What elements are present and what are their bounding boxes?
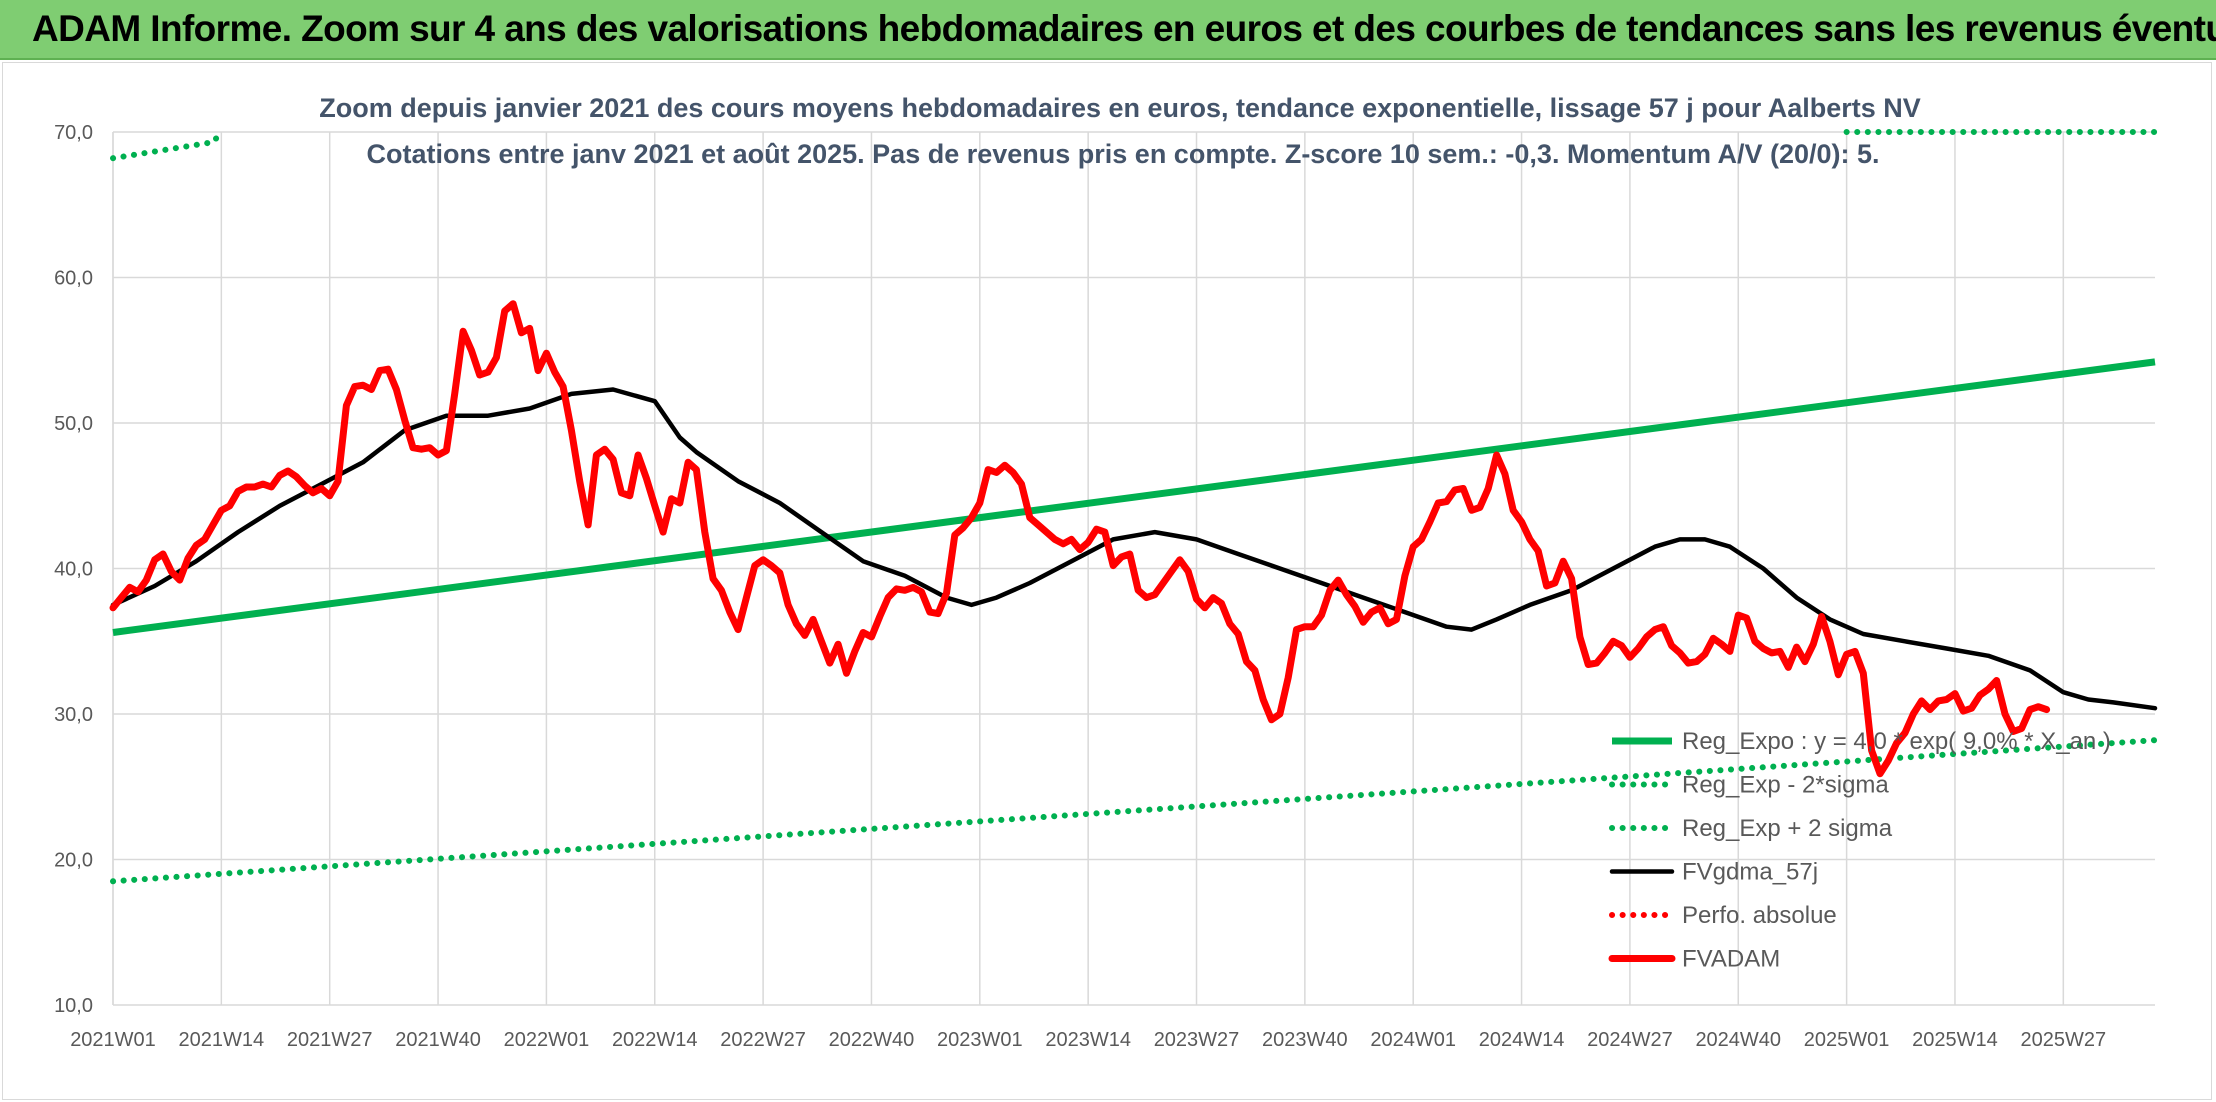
y-tick-label: 20,0 [54,850,93,872]
y-tick-label: 70,0 [54,122,93,144]
legend-label: Reg_Expo : y = 4,0 * exp( 9,0% * X_an ) [1682,728,2111,755]
series-line-3 [110,387,2158,711]
y-tick-label: 40,0 [54,559,93,581]
y-axis: 10,0 20,0 30,0 40,0 50,0 60,0 70,0 [54,122,93,1017]
x-tick-label: 2023W01 [937,1029,1023,1051]
chart-legend: Reg_Expo : y = 4,0 * exp( 9,0% * X_an ) R… [1608,728,2111,973]
legend-label: Reg_Exp - 2*sigma [1682,772,1889,799]
x-tick-label: 2021W14 [179,1029,265,1051]
x-tick-label: 2025W01 [1804,1029,1890,1051]
x-tick-label: 2022W40 [829,1029,915,1051]
y-tick-label: 10,0 [54,995,93,1017]
chart-series [109,129,2158,885]
legend-label: Perfo. absolue [1682,902,1837,929]
x-tick-label: 2024W14 [1479,1029,1565,1051]
y-tick-label: 60,0 [54,268,93,290]
legend-label: FVADAM [1682,946,1780,973]
x-tick-label: 2021W01 [70,1029,156,1051]
x-tick-label: 2023W27 [1154,1029,1240,1051]
chart-title-block: Zoom depuis janvier 2021 des cours moyen… [319,93,1921,169]
x-tick-label: 2024W27 [1587,1029,1673,1051]
x-axis: 2021W01 2021W14 2021W27 2021W40 2022W01 2022W… [70,1029,2106,1051]
series-line-1 [110,737,2158,885]
chart-subtitle: Cotations entre janv 2021 et août 2025. … [366,139,1879,169]
x-tick-label: 2022W01 [504,1029,590,1051]
x-tick-label: 2025W14 [1912,1029,1998,1051]
x-tick-label: 2023W40 [1262,1029,1348,1051]
chart-title: Zoom depuis janvier 2021 des cours moyen… [319,93,1921,123]
page-title: ADAM Informe. Zoom sur 4 ans des valoris… [32,8,2216,49]
series-line-0 [112,358,2156,636]
page-banner: ADAM Informe. Zoom sur 4 ans des valoris… [0,0,2216,60]
legend-label: FVgdma_57j [1682,859,1818,886]
x-tick-label: 2022W27 [720,1029,806,1051]
x-tick-label: 2023W14 [1045,1029,1131,1051]
legend-label: Reg_Exp + 2 sigma [1682,815,1893,842]
x-tick-label: 2024W01 [1370,1029,1456,1051]
series-line-2 [110,129,225,162]
series-line-5 [109,300,2051,778]
chart-frame [2,62,2212,1100]
x-tick-label: 2021W27 [287,1029,373,1051]
x-tick-label: 2025W27 [2021,1029,2107,1051]
x-tick-label: 2022W14 [612,1029,698,1051]
x-tick-label: 2024W40 [1695,1029,1781,1051]
y-tick-label: 30,0 [54,704,93,726]
x-tick-label: 2021W40 [395,1029,481,1051]
y-tick-label: 50,0 [54,413,93,435]
